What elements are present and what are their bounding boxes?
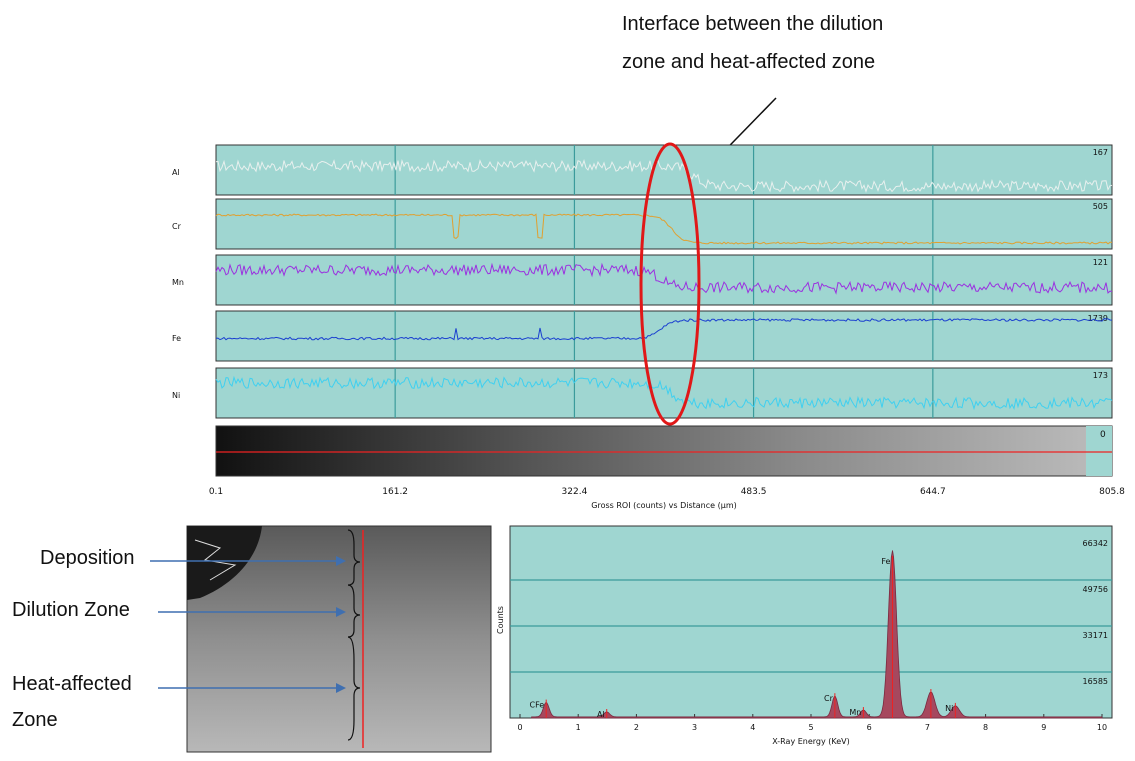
linescan-x-tick: 322.4 <box>562 487 588 497</box>
spectrum-peak-label: CFe <box>530 701 545 710</box>
spectrum-x-tick: 6 <box>867 723 872 732</box>
spectrum-peak-label: Ni <box>945 704 953 713</box>
spectrum-y-tick: 49756 <box>1083 585 1108 594</box>
linescan-series-al <box>215 158 1113 194</box>
deposition-arrow-head <box>336 556 346 566</box>
element-max-al: 167 <box>1093 148 1108 157</box>
spectrum-y-tick: 33171 <box>1083 631 1108 640</box>
spectrum-x-tick: 8 <box>983 723 988 732</box>
element-max-mn: 121 <box>1093 258 1108 267</box>
linescan-panels: Al 167 Cr 505 Mn 121 Fe 1739 Ni 173 <box>172 144 1113 419</box>
dilution-arrow-head <box>336 607 346 617</box>
linescan-panel-mn <box>215 254 1113 306</box>
spectrum-x-tick: 1 <box>576 723 581 732</box>
dilution-brace <box>347 584 361 638</box>
heat-affected-label-line1: Heat-affected <box>12 673 132 695</box>
linescan-x-tick: 0.1 <box>209 487 223 497</box>
spectrum-x-tick: 4 <box>750 723 755 732</box>
interface-annotation-line1: Interface between the dilution <box>622 13 883 35</box>
sem-deposition-texture <box>194 539 237 581</box>
linescan-panel-ni <box>215 367 1113 419</box>
element-label-ni: Ni <box>172 391 180 400</box>
dilution-zone-label: Dilution Zone <box>12 599 130 621</box>
spectrum-y-tick: 66342 <box>1083 539 1108 548</box>
spectrum-plot-area <box>509 525 1113 719</box>
spectrum-x-tick: 10 <box>1097 723 1107 732</box>
linescan-x-axis: 0.1 161.2 322.4 483.5 644.7 805.8 <box>209 487 1125 497</box>
deposition-label: Deposition <box>40 547 135 569</box>
heat-affected-brace <box>347 636 361 741</box>
element-label-mn: Mn <box>172 278 184 287</box>
element-label-al: Al <box>172 168 180 177</box>
spectrum-x-tick: 5 <box>808 723 813 732</box>
spectrum-peak-label: Mn <box>849 708 861 717</box>
spectrum-y-tick: 16585 <box>1083 677 1108 686</box>
sem-scan-max-label: 0 <box>1100 430 1106 440</box>
spectrum-y-label: Counts <box>496 606 505 634</box>
heat-affected-label-line2: Zone <box>12 709 58 731</box>
linescan-series-ni <box>215 375 1113 411</box>
linescan-x-tick: 161.2 <box>382 487 408 497</box>
interface-annotation-line2: zone and heat-affected zone <box>622 51 875 73</box>
spectrum-x-tick: 3 <box>692 723 697 732</box>
spectrum-x-tick: 7 <box>925 723 930 732</box>
linescan-series-cr <box>215 213 1112 245</box>
spectrum-x-tick: 2 <box>634 723 639 732</box>
spectrum-peak-label: Cr <box>824 694 834 703</box>
interface-highlight-ellipse <box>639 142 701 426</box>
sem-scan-strip <box>215 425 1113 477</box>
linescan-x-tick: 805.8 <box>1099 487 1125 497</box>
linescan-panel-fe <box>215 310 1113 362</box>
heat-affected-arrow-head <box>336 683 346 693</box>
linescan-panel-cr <box>215 198 1113 250</box>
element-label-cr: Cr <box>172 222 182 231</box>
linescan-series-fe <box>215 318 1113 341</box>
element-max-cr: 505 <box>1093 202 1108 211</box>
sem-scan-strip-scale <box>1086 426 1112 476</box>
spectrum-x-tick: 0 <box>517 723 522 732</box>
spectrum-envelope <box>531 550 1103 719</box>
linescan-x-tick: 483.5 <box>741 487 767 497</box>
linescan-x-tick: 644.7 <box>920 487 946 497</box>
linescan-x-label: Gross ROI (counts) vs Distance (µm) <box>591 501 736 510</box>
deposition-brace <box>347 529 361 586</box>
linescan-panel-al <box>215 144 1113 196</box>
element-max-fe: 1739 <box>1088 314 1108 323</box>
element-max-ni: 173 <box>1093 371 1108 380</box>
spectrum-x-tick: 9 <box>1041 723 1046 732</box>
spectrum-peak-label: Al <box>597 710 605 719</box>
eds-spectrum-chart: 16585 33171 49756 66342 0 1 2 3 4 5 6 7 8 9 10 X-Ray En… <box>496 525 1113 746</box>
spectrum-x-label: X-Ray Energy (KeV) <box>772 737 850 746</box>
spectrum-peak-label: Fe <box>881 557 890 566</box>
element-label-fe: Fe <box>172 334 181 343</box>
linescan-series-mn <box>215 262 1113 295</box>
